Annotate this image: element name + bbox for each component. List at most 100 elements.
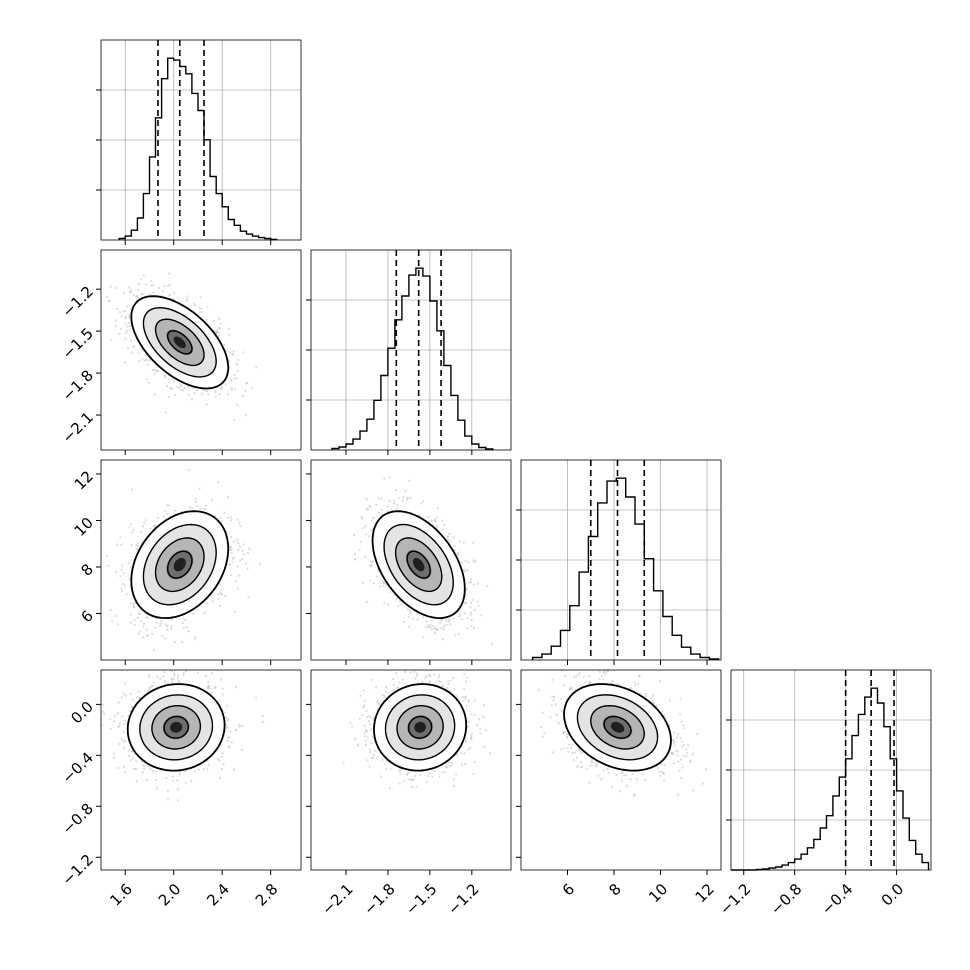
scatter-point <box>128 325 131 328</box>
scatter-point <box>142 274 145 277</box>
scatter-point <box>176 677 179 680</box>
scatter-point <box>453 544 456 548</box>
scatter-point <box>124 682 127 685</box>
scatter-point <box>173 677 176 681</box>
scatter-point <box>184 618 187 622</box>
scatter-point <box>405 496 408 499</box>
scatter-point <box>427 515 430 519</box>
scatter-point <box>398 496 401 500</box>
scatter-point <box>163 373 166 376</box>
joint-panel-p0-p1 <box>100 249 302 451</box>
scatter-point <box>129 613 132 616</box>
scatter-point <box>166 385 169 388</box>
scatter-point <box>242 543 245 546</box>
scatter-point <box>472 598 475 602</box>
scatter-point <box>216 331 219 334</box>
scatter-point <box>135 760 138 763</box>
scatter-point <box>476 582 480 585</box>
scatter-point <box>439 627 442 630</box>
scatter-point <box>174 393 177 396</box>
scatter-point <box>109 609 112 612</box>
scatter-point <box>236 369 239 372</box>
scatter-point <box>200 307 203 310</box>
scatter-point <box>129 566 133 569</box>
scatter-point <box>468 581 471 584</box>
scatter-point <box>187 469 190 472</box>
marginal-panel-p3 <box>726 669 932 871</box>
scatter-point <box>170 627 173 630</box>
contour-line <box>130 295 230 390</box>
scatter-point <box>126 329 129 333</box>
scatter-point <box>375 503 378 506</box>
scatter-point <box>191 398 194 401</box>
scatter-point <box>464 602 468 605</box>
scatter-point <box>237 542 240 545</box>
scatter-point <box>250 386 253 389</box>
scatter-point <box>195 389 199 392</box>
scatter-point <box>119 722 122 725</box>
scatter-point <box>122 310 125 313</box>
scatter-point <box>379 585 382 589</box>
scatter-point <box>113 720 116 723</box>
scatter-point <box>457 633 460 636</box>
scatter-point <box>162 675 165 678</box>
scatter-point <box>113 715 116 718</box>
scatter-point <box>218 317 221 320</box>
scatter-point <box>404 490 407 493</box>
scatter-point <box>219 517 222 520</box>
contour-line <box>167 330 193 355</box>
scatter-point <box>187 630 190 633</box>
scatter-point <box>422 616 425 619</box>
scatter-point <box>230 741 233 744</box>
panel-frame <box>520 459 722 661</box>
scatter-point <box>454 634 457 637</box>
scatter-point <box>150 280 153 283</box>
scatter-point <box>476 600 479 603</box>
scatter-point <box>229 516 232 519</box>
scatter-point <box>137 351 140 354</box>
panel-content <box>106 272 258 422</box>
scatter-point <box>389 590 392 594</box>
scatter-point <box>161 634 164 637</box>
scatter-point <box>222 763 225 766</box>
scatter-point <box>245 382 248 385</box>
scatter-point <box>141 525 144 528</box>
scatter-point <box>130 351 133 354</box>
scatter-point <box>382 580 385 584</box>
scatter-point <box>224 595 227 598</box>
scatter-point <box>160 294 163 297</box>
scatter-point <box>232 350 235 353</box>
scatter-point <box>167 396 170 399</box>
scatter-point <box>458 540 461 543</box>
scatter-point <box>241 549 244 552</box>
scatter-point <box>247 596 250 599</box>
scatter-point <box>156 369 159 372</box>
scatter-point <box>449 623 452 626</box>
scatter-point <box>452 536 455 539</box>
scatter-point <box>369 565 372 568</box>
scatter-point <box>120 587 123 590</box>
scatter-point <box>127 316 130 319</box>
scatter-point <box>406 607 409 611</box>
scatter-point <box>107 564 110 567</box>
scatter-point <box>395 507 399 510</box>
scatter-point <box>447 618 450 621</box>
scatter-point <box>122 692 125 695</box>
scatter-point <box>122 723 125 726</box>
scatter-point <box>217 593 220 596</box>
scatter-point <box>150 284 153 287</box>
scatter-point <box>210 499 214 502</box>
scatter-point <box>173 297 176 300</box>
scatter-point <box>226 516 229 520</box>
scatter-point <box>140 620 143 623</box>
scatter-point <box>232 352 235 356</box>
scatter-point <box>217 481 220 484</box>
scatter-point <box>466 617 469 620</box>
scatter-point <box>176 385 179 388</box>
scatter-point <box>224 382 227 386</box>
scatter-point <box>205 403 208 406</box>
scatter-point <box>469 611 472 614</box>
scatter-point <box>371 563 374 567</box>
scatter-point <box>380 513 384 516</box>
scatter-point <box>229 545 232 549</box>
